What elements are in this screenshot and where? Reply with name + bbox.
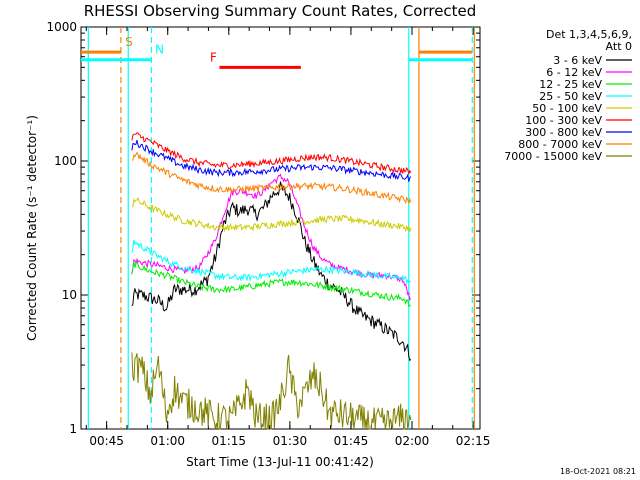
x-tick-label: 01:15	[211, 434, 246, 448]
x-tick-label: 00:45	[89, 434, 124, 448]
series-line-5	[131, 196, 412, 233]
legend-header: Det 1,3,4,5,6,9,	[546, 28, 632, 41]
legend-entry: 800 - 7000 keV	[518, 138, 602, 151]
y-tick-label: 10	[62, 288, 77, 302]
legend-entry: 50 - 100 keV	[532, 102, 602, 115]
x-tick-label: 01:45	[334, 434, 369, 448]
segment-label: F	[210, 50, 217, 64]
legend-entry: 100 - 300 keV	[525, 114, 602, 127]
series-line-7	[131, 139, 412, 182]
series-line-1	[131, 181, 412, 362]
chart-title: RHESSI Observing Summary Count Rates, Co…	[84, 2, 477, 20]
y-axis: 1 10 100 1000	[46, 20, 480, 436]
legend-entry: 300 - 800 keV	[525, 126, 602, 139]
series-line-4	[131, 239, 412, 285]
y-tick-label: 1000	[46, 20, 77, 34]
y-tick-label: 100	[54, 154, 77, 168]
segment-label: S	[125, 35, 133, 49]
x-tick-label: 01:30	[273, 434, 308, 448]
series-line-6	[131, 132, 412, 175]
y-tick-label: 1	[69, 422, 77, 436]
legend-entry: 25 - 50 keV	[539, 90, 602, 103]
segment-label: N	[155, 43, 164, 57]
series-line-3	[131, 261, 412, 307]
plot-frame	[80, 26, 481, 430]
y-axis-label: Corrected Count Rate (s⁻¹ detector⁻¹)	[25, 115, 39, 341]
x-tick-label: 02:00	[395, 434, 430, 448]
legend-entry: 7000 - 15000 keV	[504, 150, 602, 163]
series-line-9	[131, 352, 412, 430]
legend-entry: 6 - 12 keV	[546, 66, 602, 79]
marker-lines: S N F	[81, 27, 475, 429]
x-tick-label: 01:00	[150, 434, 185, 448]
x-axis: 00:45 01:00 01:15 01:30 01:45 02:00 02:15	[85, 27, 491, 448]
legend-header: Att 0	[606, 40, 632, 53]
series-line-8	[131, 151, 412, 205]
legend-entry: 3 - 6 keV	[553, 54, 602, 67]
data-series	[131, 132, 412, 430]
legend-entry: 12 - 25 keV	[539, 78, 602, 91]
timestamp: 18-Oct-2021 08:21	[560, 467, 636, 476]
x-axis-label: Start Time (13-Jul-11 00:41:42)	[186, 455, 374, 469]
x-tick-label: 02:15	[456, 434, 491, 448]
